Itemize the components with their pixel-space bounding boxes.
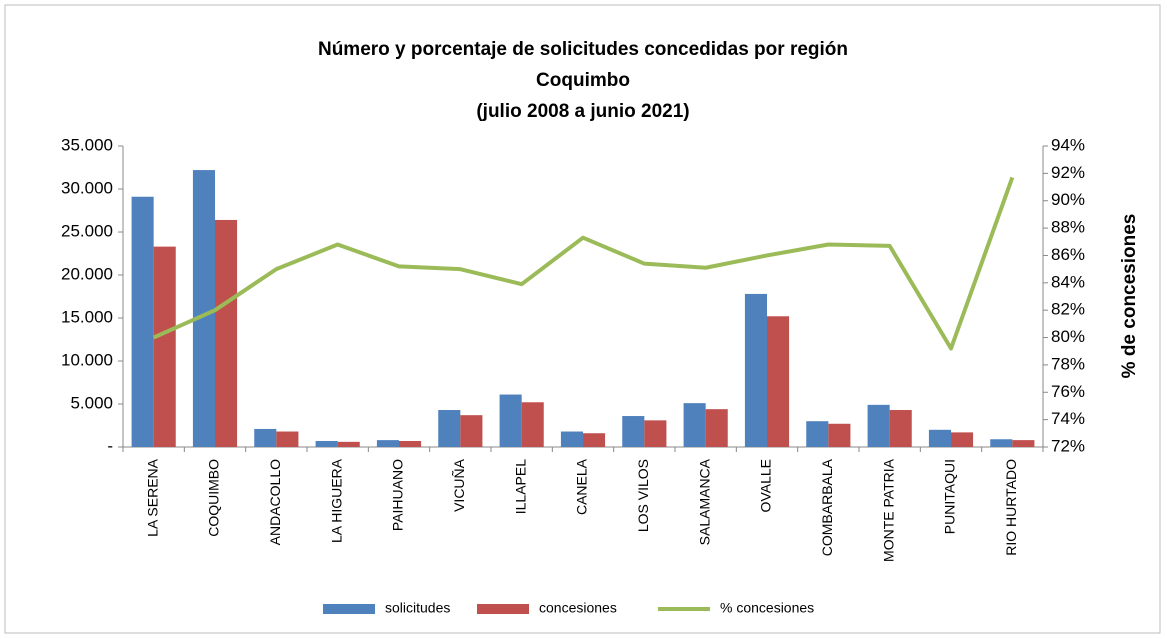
y2-tick-label: 92% (1051, 163, 1085, 182)
y2-axis-label: % de concesiones (1119, 214, 1140, 379)
y-tick-label: 20.000 (61, 264, 113, 283)
y2-tick-label: 80% (1051, 327, 1085, 346)
bar (560, 431, 583, 447)
chart-title: Coquimbo (536, 70, 630, 91)
bar (951, 432, 974, 447)
y2-tick-label: 86% (1051, 245, 1085, 264)
x-tick-label: LA HIGUERA (328, 458, 344, 543)
y2-tick-label: 94% (1051, 135, 1085, 154)
chart-title: (julio 2008 a junio 2021) (476, 101, 689, 122)
bar (683, 403, 706, 447)
bar (215, 219, 238, 447)
legend-swatch (477, 604, 529, 614)
chart-frame (4, 4, 1161, 634)
bar (276, 431, 299, 447)
y-tick-label: 10.000 (61, 350, 113, 369)
bar (315, 440, 338, 447)
bar (889, 410, 912, 447)
legend-label: concesiones (539, 600, 617, 616)
bar (990, 439, 1013, 447)
bar (399, 440, 422, 447)
y2-tick-label: 90% (1051, 190, 1085, 209)
y-tick-label: 30.000 (61, 178, 113, 197)
x-tick-label: LOS VILOS (635, 459, 651, 532)
bar (767, 316, 790, 447)
x-tick-label: MONTE PATRIA (880, 458, 896, 562)
x-tick-label: VICUÑA (451, 458, 467, 512)
legend-label: solicitudes (385, 600, 450, 616)
y2-tick-label: 76% (1051, 382, 1085, 401)
bar (1012, 440, 1035, 447)
x-tick-label: COMBARBALA (819, 458, 835, 556)
x-tick-label: ANDACOLLO (267, 459, 283, 545)
y2-tick-label: 88% (1051, 218, 1085, 237)
bar (438, 410, 461, 447)
y2-tick-label: 78% (1051, 354, 1085, 373)
bar (460, 415, 483, 447)
y2-tick-label: 82% (1051, 300, 1085, 319)
x-tick-label: LA SERENA (144, 458, 160, 536)
bar (254, 428, 277, 447)
legend-label: % concesiones (720, 600, 814, 616)
y2-tick-label: 84% (1051, 272, 1085, 291)
bar (744, 293, 767, 447)
bar (828, 423, 851, 447)
bar (644, 420, 667, 447)
bar (376, 440, 399, 447)
bar (867, 404, 890, 447)
y-tick-label: 15.000 (61, 307, 113, 326)
bar (337, 441, 360, 447)
legend-swatch (323, 604, 375, 614)
bar (131, 196, 154, 447)
line-series (152, 176, 1015, 351)
bar (192, 170, 215, 447)
x-tick-label: OVALLE (758, 459, 774, 512)
x-tick-label: RIO HURTADO (1003, 459, 1019, 556)
y2-tick-label: 72% (1051, 436, 1085, 455)
bar (806, 421, 829, 447)
y2-tick-label: 74% (1051, 409, 1085, 428)
x-tick-label: PUNITAQUI (942, 459, 958, 534)
x-tick-label: CANELA (574, 458, 590, 515)
bar (705, 409, 728, 447)
bar (928, 429, 951, 447)
y-tick-label: 25.000 (61, 221, 113, 240)
bar (583, 433, 606, 447)
x-tick-label: PAIHUANO (390, 459, 406, 531)
bar (153, 246, 176, 447)
y-tick-label: 35.000 (61, 135, 113, 154)
x-tick-label: SALAMANCA (696, 458, 712, 545)
y-tick-label: - (107, 436, 113, 455)
x-tick-label: COQUIMBO (206, 459, 222, 537)
chart-title: Número y porcentaje de solicitudes conce… (318, 39, 848, 60)
y-tick-label: 5.000 (70, 393, 113, 412)
bar (622, 416, 645, 447)
bar (499, 394, 522, 447)
x-tick-label: ILLAPEL (512, 459, 528, 514)
bar (521, 402, 544, 447)
